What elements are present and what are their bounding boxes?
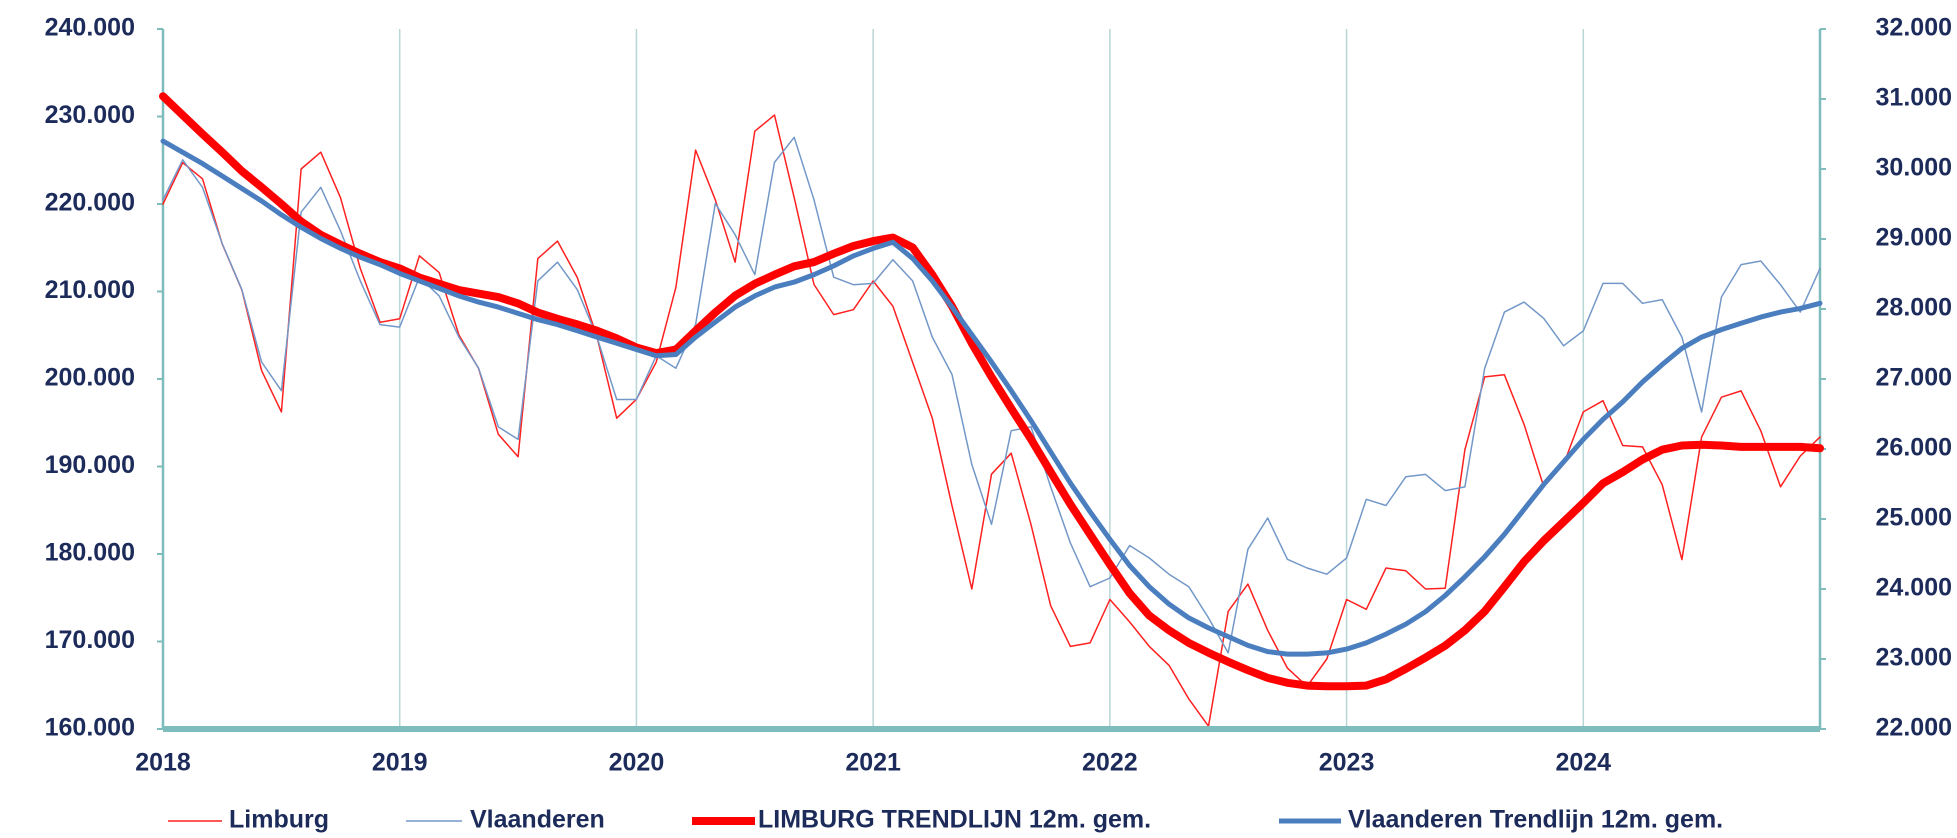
y2-tick-label: 24.000 — [1876, 574, 1952, 602]
y2-tick-label: 30.000 — [1876, 154, 1952, 182]
x-tick-label: 2023 — [1319, 749, 1375, 777]
legend-label: Vlaanderen Trendlijn 12m. gem. — [1348, 806, 1723, 834]
y2-tick-label: 25.000 — [1876, 504, 1952, 532]
series-line — [160, 138, 1823, 657]
y-tick-label: 240.000 — [45, 14, 135, 42]
y-tick-label: 210.000 — [45, 276, 135, 304]
x-tick-label: 2019 — [372, 749, 428, 777]
y2-tick-label: 29.000 — [1876, 224, 1952, 252]
y2-tick-label: 28.000 — [1876, 294, 1952, 322]
y-tick-label: 190.000 — [45, 451, 135, 479]
y-tick-label: 200.000 — [45, 364, 135, 392]
legend-label: Limburg — [229, 806, 329, 834]
y2-tick-label: 31.000 — [1876, 84, 1952, 112]
series-line — [162, 114, 1821, 727]
x-tick-label: 2018 — [135, 749, 191, 777]
y-tick-label: 230.000 — [45, 101, 135, 129]
y2-tick-label: 23.000 — [1876, 644, 1952, 672]
legend-label: Vlaanderen — [470, 806, 605, 834]
x-tick-label: 2021 — [845, 749, 901, 777]
x-tick-label: 2022 — [1082, 749, 1138, 777]
y2-tick-label: 32.000 — [1876, 14, 1952, 42]
series-line — [159, 92, 1824, 691]
x-tick-label: 2020 — [609, 749, 665, 777]
y-tick-label: 220.000 — [45, 189, 135, 217]
y-tick-label: 160.000 — [45, 714, 135, 742]
y2-tick-label: 26.000 — [1876, 434, 1952, 462]
y2-tick-label: 22.000 — [1876, 714, 1952, 742]
y-tick-label: 180.000 — [45, 539, 135, 567]
y2-tick-label: 27.000 — [1876, 364, 1952, 392]
x-tick-label: 2024 — [1555, 749, 1611, 777]
legend-label: LIMBURG TRENDLIJN 12m. gem. — [758, 806, 1151, 834]
series-line — [162, 136, 1821, 654]
y-tick-label: 170.000 — [45, 626, 135, 654]
